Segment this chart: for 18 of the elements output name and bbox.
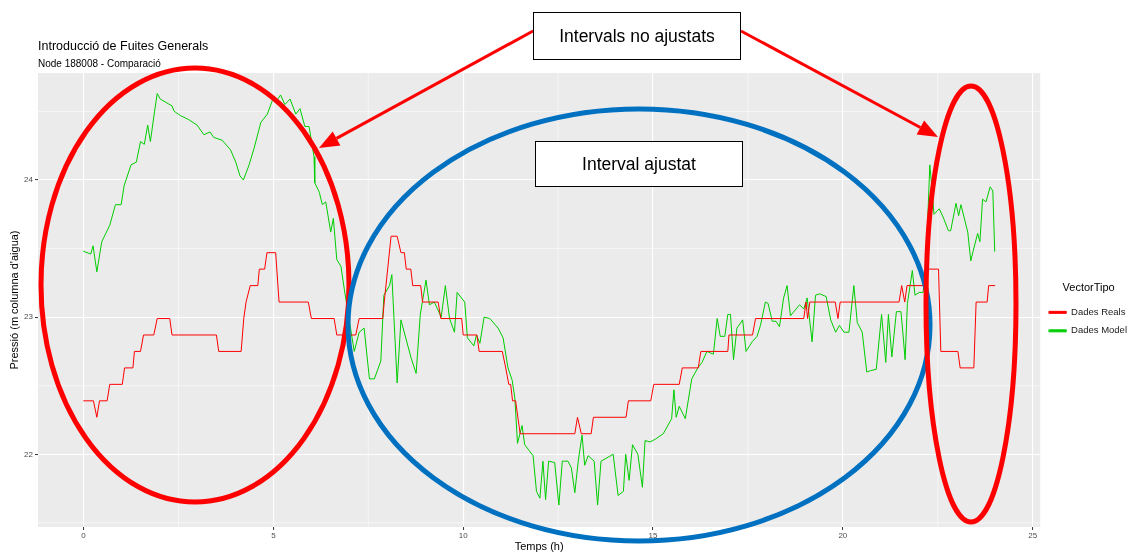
x-tick-label: 5 xyxy=(271,531,277,540)
x-tick-label: 0 xyxy=(81,531,87,540)
x-axis-title: Temps (h) xyxy=(514,540,564,553)
chart-title: Introducció de Fuites Generals xyxy=(38,39,209,53)
x-tick-label: 10 xyxy=(458,531,469,540)
y-axis-title: Pressió (m columna d'aigua) xyxy=(7,230,20,370)
annotation: Interval ajustat xyxy=(582,153,696,175)
text: Intervals no ajustats xyxy=(559,25,715,47)
legend-label: Dades Model xyxy=(1071,324,1128,336)
y-tick-label: 23 xyxy=(24,312,34,322)
legend-title: VectorTipo xyxy=(1062,280,1115,293)
x-tick-label: 25 xyxy=(1028,531,1038,540)
legend-label: Dades Reals xyxy=(1071,305,1126,317)
x-tick-label: 15 xyxy=(648,531,659,540)
chart-subtitle: Node 188008 - Comparació xyxy=(38,58,161,70)
y-tick-label: 24 xyxy=(24,175,34,185)
y-tick-label: 22 xyxy=(24,449,34,459)
x-tick-label: 20 xyxy=(838,531,848,540)
